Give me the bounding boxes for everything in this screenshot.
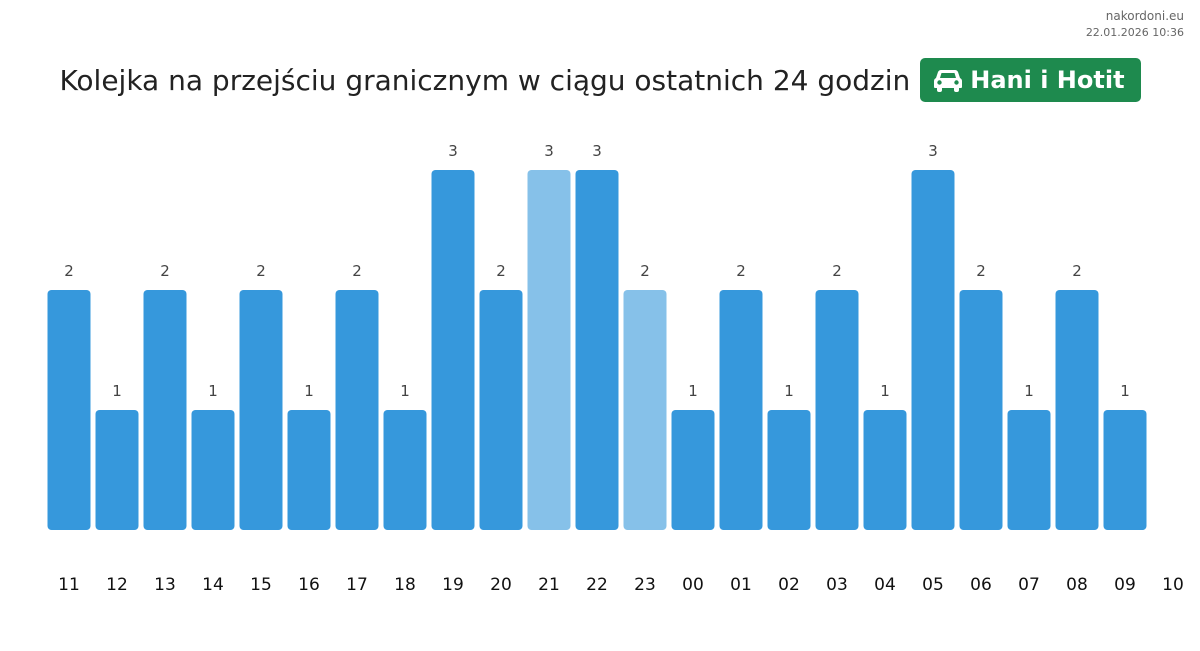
x-tick-label-01: 01 (730, 575, 752, 595)
bar-15 (239, 290, 283, 530)
x-tick-label-22: 22 (586, 575, 608, 595)
value-label-00: 1 (688, 382, 698, 400)
bar-01 (719, 290, 763, 530)
value-label-01: 2 (736, 262, 746, 280)
bar-08 (1055, 290, 1099, 530)
value-label-08: 2 (1072, 262, 1082, 280)
value-label-18: 1 (400, 382, 410, 400)
bar-06 (959, 290, 1003, 530)
bar-22 (575, 170, 619, 530)
x-tick-label-19: 19 (442, 575, 464, 595)
value-label-23: 2 (640, 262, 650, 280)
x-tick-label-03: 03 (826, 575, 848, 595)
x-tick-label-05: 05 (922, 575, 944, 595)
value-label-05: 3 (928, 142, 938, 160)
x-tick-label-18: 18 (394, 575, 416, 595)
x-tick-label-00: 00 (682, 575, 704, 595)
value-label-15: 2 (256, 262, 266, 280)
x-tick-label-14: 14 (202, 575, 224, 595)
x-tick-label-06: 06 (970, 575, 992, 595)
value-label-11: 2 (64, 262, 74, 280)
bar-03 (815, 290, 859, 530)
bar-18 (383, 410, 427, 530)
x-tick-label-02: 02 (778, 575, 800, 595)
bar-21 (527, 170, 571, 530)
header: Kolejka na przejściu granicznym w ciągu … (0, 58, 1200, 102)
value-label-06: 2 (976, 262, 986, 280)
x-tick-label-12: 12 (106, 575, 128, 595)
value-label-21: 3 (544, 142, 554, 160)
bar-04 (863, 410, 907, 530)
value-label-16: 1 (304, 382, 314, 400)
value-label-09: 1 (1120, 382, 1130, 400)
x-tick-label-21: 21 (538, 575, 560, 595)
bar-17 (335, 290, 379, 530)
bar-02 (767, 410, 811, 530)
x-tick-label-11: 11 (58, 575, 80, 595)
value-label-12: 1 (112, 382, 122, 400)
timestamp: 22.01.2026 10:36 (1085, 26, 1184, 39)
page-title: Kolejka na przejściu granicznym w ciągu … (59, 63, 911, 97)
x-tick-label-16: 16 (298, 575, 320, 595)
bar-13 (143, 290, 187, 530)
value-label-02: 1 (784, 382, 794, 400)
bar-16 (287, 410, 331, 530)
bar-00 (671, 410, 715, 530)
bar-19 (431, 170, 475, 530)
value-label-20: 2 (496, 262, 506, 280)
site-name: nakordoni.eu (1105, 9, 1184, 23)
bar-09 (1103, 410, 1147, 530)
value-label-19: 3 (448, 142, 458, 160)
value-label-04: 1 (880, 382, 890, 400)
value-label-13: 2 (160, 262, 170, 280)
value-label-03: 2 (832, 262, 842, 280)
crossing-badge[interactable]: Hani i Hotit (920, 58, 1141, 102)
value-label-17: 2 (352, 262, 362, 280)
bar-05 (911, 170, 955, 530)
x-tick-label-10: 10 (1162, 575, 1184, 595)
value-label-22: 3 (592, 142, 602, 160)
bar-23 (623, 290, 667, 530)
x-tick-label-15: 15 (250, 575, 272, 595)
x-tick-label-17: 17 (346, 575, 368, 595)
bar-20 (479, 290, 523, 530)
x-tick-label-13: 13 (154, 575, 176, 595)
bar-14 (191, 410, 235, 530)
car-icon (934, 70, 963, 92)
x-tick-label-08: 08 (1066, 575, 1088, 595)
bar-11 (47, 290, 91, 530)
x-tick-label-07: 07 (1018, 575, 1040, 595)
x-tick-label-04: 04 (874, 575, 896, 595)
x-tick-label-09: 09 (1114, 575, 1136, 595)
bar-12 (95, 410, 139, 530)
bar-07 (1007, 410, 1051, 530)
x-tick-label-23: 23 (634, 575, 656, 595)
value-label-07: 1 (1024, 382, 1034, 400)
x-tick-label-20: 20 (490, 575, 512, 595)
crossing-name: Hani i Hotit (970, 66, 1125, 94)
value-label-14: 1 (208, 382, 218, 400)
